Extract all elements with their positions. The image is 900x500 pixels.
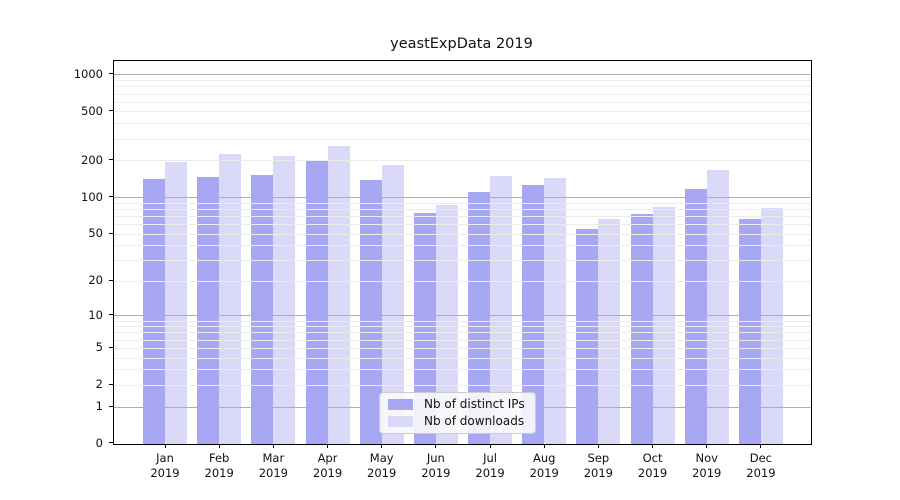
y-tick-mark-1000 bbox=[109, 73, 113, 75]
x-tick-label-may: May 2019 bbox=[367, 451, 397, 480]
bar-downloads-dec bbox=[760, 208, 783, 444]
bar-downloads-nov bbox=[706, 169, 729, 444]
y-tick-mark-100 bbox=[109, 196, 113, 197]
x-tick-label-oct: Oct 2019 bbox=[637, 451, 668, 480]
bar-group-jul: Jul 2019 bbox=[468, 61, 513, 480]
bar-distinct-ips-sep bbox=[576, 229, 599, 444]
bar-group-may: May 2019 bbox=[359, 61, 404, 480]
x-tick-label-jul: Jul 2019 bbox=[475, 451, 505, 480]
bar-downloads-feb bbox=[219, 153, 242, 444]
y-tick-mark-50 bbox=[109, 232, 113, 234]
legend-item-distinct-ips: Nb of distinct IPs bbox=[388, 397, 525, 411]
y-tick-label-500: 500 bbox=[81, 103, 103, 118]
y-tick-label-2: 2 bbox=[95, 377, 103, 392]
bar-group-aug: Aug 2019 bbox=[522, 61, 567, 480]
y-tick-label-0: 0 bbox=[95, 436, 103, 450]
legend: Nb of distinct IPs Nb of downloads bbox=[379, 392, 536, 434]
y-tick-mark-500 bbox=[109, 110, 113, 112]
bar-downloads-apr bbox=[327, 145, 350, 444]
y-tick-mark-10 bbox=[109, 314, 113, 316]
bar-group-dec: Dec 2019 bbox=[738, 61, 783, 480]
y-axis: 0 1 2 5 10 20 50 100 200 500 1000 bbox=[0, 60, 113, 450]
bar-downloads-mar bbox=[273, 156, 296, 444]
legend-label-distinct-ips: Nb of distinct IPs bbox=[424, 397, 525, 411]
bar-downloads-sep bbox=[598, 218, 621, 444]
x-tick-mark bbox=[164, 444, 166, 448]
bar-distinct-ips-oct bbox=[630, 214, 653, 444]
legend-swatch-downloads bbox=[388, 415, 413, 427]
bar-group-oct: Oct 2019 bbox=[630, 61, 675, 480]
y-tick-label-1000: 1000 bbox=[73, 66, 103, 81]
bar-distinct-ips-jul bbox=[468, 191, 491, 444]
bar-group-jun: Jun 2019 bbox=[413, 61, 458, 480]
y-tick-mark-0 bbox=[109, 442, 113, 443]
y-tick-label-5: 5 bbox=[95, 340, 103, 355]
x-tick-mark bbox=[760, 444, 762, 448]
y-tick-label-50: 50 bbox=[88, 226, 103, 240]
x-tick-label-nov: Nov 2019 bbox=[692, 451, 722, 480]
bars-layer: Jan 2019 Feb 2019 Mar 2019 Apr 2019 May 2019… bbox=[114, 61, 811, 480]
bar-distinct-ips-mar bbox=[251, 174, 274, 444]
bar-group-apr: Apr 2019 bbox=[305, 61, 350, 480]
legend-item-downloads: Nb of downloads bbox=[388, 414, 525, 428]
x-tick-label-apr: Apr 2019 bbox=[312, 451, 343, 480]
bar-distinct-ips-nov bbox=[684, 189, 707, 444]
y-tick-label-200: 200 bbox=[81, 152, 103, 167]
y-tick-mark-5 bbox=[109, 346, 113, 348]
bar-distinct-ips-jan bbox=[143, 178, 165, 444]
bar-downloads-jun bbox=[435, 204, 458, 444]
bar-group-mar: Mar 2019 bbox=[251, 61, 296, 480]
bar-downloads-jan bbox=[165, 161, 187, 444]
x-tick-label-jan: Jan 2019 bbox=[150, 451, 180, 480]
x-tick-label-jun: Jun 2019 bbox=[421, 451, 451, 480]
x-tick-mark bbox=[327, 444, 329, 448]
y-tick-label-1: 1 bbox=[95, 399, 103, 413]
x-tick-label-sep: Sep 2019 bbox=[583, 451, 614, 480]
y-tick-mark-20 bbox=[109, 279, 113, 281]
y-tick-label-100: 100 bbox=[81, 189, 103, 204]
plot-area: Jan 2019 Feb 2019 Mar 2019 Apr 2019 May 2019… bbox=[113, 60, 812, 480]
bar-distinct-ips-dec bbox=[738, 219, 761, 444]
chart-title: yeastExpData 2019 bbox=[390, 36, 533, 52]
y-tick-label-10: 10 bbox=[88, 307, 103, 322]
x-tick-label-dec: Dec 2019 bbox=[746, 451, 776, 480]
bar-downloads-oct bbox=[652, 207, 675, 444]
legend-label-downloads: Nb of downloads bbox=[424, 414, 525, 428]
x-tick-mark bbox=[218, 444, 220, 448]
y-tick-mark-2 bbox=[109, 383, 113, 385]
x-tick-label-aug: Aug 2019 bbox=[529, 451, 559, 480]
bar-downloads-may bbox=[381, 165, 404, 444]
x-tick-mark bbox=[597, 444, 599, 448]
y-tick-label-20: 20 bbox=[88, 273, 103, 288]
bar-downloads-jul bbox=[490, 176, 513, 444]
x-tick-mark bbox=[272, 444, 274, 448]
x-tick-mark bbox=[435, 444, 437, 448]
y-tick-mark-200 bbox=[109, 159, 113, 161]
x-tick-mark bbox=[652, 444, 654, 448]
x-tick-mark bbox=[381, 444, 383, 448]
x-tick-mark bbox=[489, 444, 491, 448]
bar-distinct-ips-feb bbox=[197, 176, 220, 444]
bar-group-nov: Nov 2019 bbox=[684, 61, 729, 480]
bar-group-feb: Feb 2019 bbox=[197, 61, 242, 480]
x-tick-label-mar: Mar 2019 bbox=[258, 451, 288, 480]
bar-group-sep: Sep 2019 bbox=[576, 61, 621, 480]
bar-distinct-ips-jun bbox=[413, 212, 436, 444]
x-tick-mark bbox=[706, 444, 708, 448]
bar-distinct-ips-aug bbox=[522, 185, 545, 444]
bar-distinct-ips-apr bbox=[305, 161, 328, 444]
x-tick-mark bbox=[543, 444, 545, 448]
bar-group-jan: Jan 2019 bbox=[143, 61, 187, 480]
bar-downloads-aug bbox=[544, 177, 567, 444]
legend-swatch-distinct-ips bbox=[388, 398, 413, 410]
x-tick-label-feb: Feb 2019 bbox=[204, 451, 234, 480]
y-tick-mark-1 bbox=[109, 405, 113, 407]
